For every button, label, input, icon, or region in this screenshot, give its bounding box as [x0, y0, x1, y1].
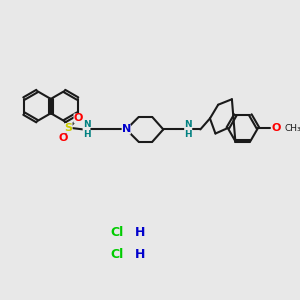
Text: N
H: N H — [82, 120, 90, 139]
Text: O: O — [58, 134, 68, 143]
Text: CH₃: CH₃ — [284, 124, 300, 133]
Text: N: N — [122, 124, 131, 134]
Text: Cl: Cl — [110, 226, 123, 239]
Text: H: H — [134, 248, 145, 261]
Text: Cl: Cl — [110, 248, 123, 261]
Text: H: H — [134, 226, 145, 239]
Text: S: S — [64, 123, 73, 133]
Text: O: O — [271, 123, 280, 133]
Text: N
H: N H — [184, 120, 192, 139]
Text: O: O — [74, 113, 83, 123]
